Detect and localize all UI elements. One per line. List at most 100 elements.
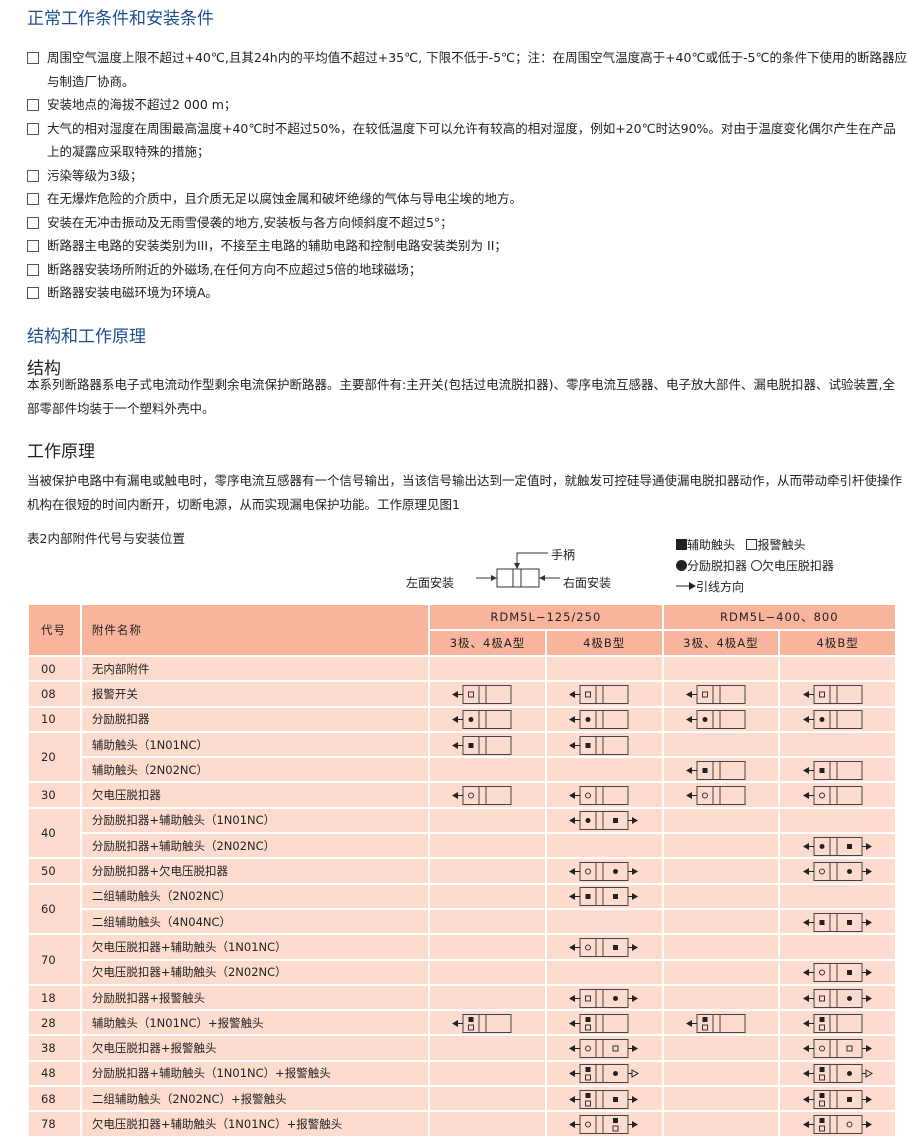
accessory-position-icon bbox=[452, 710, 512, 730]
accessory-position-icon bbox=[802, 912, 872, 932]
section-title-structure-principle: 结构和工作原理 bbox=[27, 327, 146, 347]
position-cell bbox=[428, 756, 547, 784]
position-cell bbox=[778, 882, 897, 910]
position-cell bbox=[544, 806, 664, 835]
installation-diagram: 手柄 左面安装 右面安装 bbox=[400, 543, 630, 595]
legend-undervoltage: 欠电压脱扣器 bbox=[761, 559, 834, 573]
code-cell: 38 bbox=[27, 1034, 82, 1062]
accessory-position-icon bbox=[802, 1064, 873, 1084]
condition-text: 周围空气温度上限不超过+40℃,且其24h内的平均值不超过+35℃, 下限不低于… bbox=[47, 50, 908, 89]
position-cell bbox=[778, 857, 897, 885]
condition-text: 安装地点的海拔不超过2 000 m； bbox=[47, 97, 237, 112]
name-cell: 分励脱扣器+欠电压脱扣器 bbox=[79, 857, 431, 885]
table-row: 分励脱扣器+辅助触头（2N02NC） bbox=[28, 832, 897, 860]
position-cell bbox=[544, 1059, 664, 1088]
position-cell bbox=[661, 933, 781, 961]
position-cell bbox=[778, 680, 897, 708]
filled-circle-icon bbox=[676, 560, 687, 571]
position-cell bbox=[661, 781, 781, 809]
table-row: 70 欠电压脱扣器+辅助触头（1N01NC） bbox=[27, 933, 897, 986]
principle-heading: 工作原理 bbox=[27, 442, 95, 462]
table-caption: 表2内部附件代号与安装位置 bbox=[27, 531, 185, 546]
legend-shunt: 分励脱扣器 bbox=[687, 559, 748, 573]
condition-item: 大气的相对湿度在周围最高温度+40℃时不超过50%，在较低温度下可以允许有较高的… bbox=[27, 117, 907, 164]
position-cell bbox=[661, 907, 781, 936]
checkbox-icon bbox=[27, 99, 39, 111]
accessory-table: 代号 附件名称 RDM5L−125/250 RDM5L−400、800 3极、4… bbox=[27, 603, 898, 1138]
arrow-right-icon bbox=[676, 582, 696, 590]
position-cell bbox=[661, 654, 781, 683]
accessory-position-icon bbox=[569, 988, 639, 1008]
accessory-position-icon bbox=[802, 1013, 863, 1033]
code-cell: 70 bbox=[27, 933, 82, 986]
name-cell: 分励脱扣器+辅助触头（1N01NC） bbox=[79, 806, 431, 835]
table-row: 18 分励脱扣器+报警触头 bbox=[27, 983, 897, 1012]
condition-item: 断路器安装电磁环境为环境A。 bbox=[27, 281, 907, 305]
code-cell: 78 bbox=[27, 1110, 82, 1138]
condition-text: 断路器主电路的安装类别为III，不接至主电路的辅助电路和控制电路安装类别为 II… bbox=[47, 238, 507, 253]
header-group2: RDM5L−400、800 bbox=[661, 603, 898, 631]
table-row: 欠电压脱扣器+辅助触头（2N02NC） bbox=[28, 958, 897, 986]
name-cell: 辅助触头（2N02NC） bbox=[79, 756, 431, 784]
accessory-position-icon bbox=[802, 836, 872, 856]
checkbox-icon bbox=[27, 52, 39, 64]
table-row: 00 无内部附件 bbox=[27, 654, 897, 683]
position-cell bbox=[661, 857, 781, 885]
position-cell bbox=[428, 1009, 547, 1037]
accessory-position-icon bbox=[569, 1039, 639, 1059]
position-cell bbox=[778, 1059, 897, 1088]
position-cell bbox=[661, 1110, 781, 1138]
name-cell: 欠电压脱扣器+辅助触头（1N01NC） bbox=[79, 933, 431, 961]
open-circle-icon bbox=[750, 560, 762, 571]
name-cell: 报警开关 bbox=[79, 680, 431, 708]
header-sub: 4极B型 bbox=[544, 629, 664, 657]
accessory-position-icon bbox=[569, 1013, 629, 1033]
legend: 辅助触头 报警触头 分励脱扣器 欠电压脱扣器 引线方向 bbox=[676, 535, 906, 598]
condition-text: 断路器安装场所附近的外磁场,在任何方向不应超过5倍的地球磁场； bbox=[47, 261, 422, 277]
header-sub: 3极、4极A型 bbox=[661, 629, 781, 657]
accessory-position-icon bbox=[452, 1013, 512, 1033]
position-cell bbox=[428, 654, 547, 683]
accessory-position-icon bbox=[802, 1039, 872, 1059]
structure-heading: 结构 bbox=[27, 359, 61, 379]
position-cell bbox=[428, 1110, 547, 1138]
name-cell: 二组辅助触头（2N02NC） bbox=[79, 882, 431, 910]
name-cell: 二组辅助触头（4N04NC） bbox=[79, 907, 431, 936]
position-cell bbox=[661, 983, 781, 1012]
position-cell bbox=[778, 1085, 897, 1113]
checkbox-icon bbox=[27, 263, 39, 276]
header-sub: 3极、4极A型 bbox=[428, 629, 547, 657]
accessory-position-icon bbox=[569, 887, 639, 907]
accessory-position-icon bbox=[569, 1114, 639, 1134]
checkbox-icon bbox=[27, 287, 39, 299]
position-cell bbox=[661, 1009, 781, 1037]
checkbox-icon bbox=[27, 240, 39, 252]
position-cell bbox=[778, 806, 897, 835]
accessory-position-icon bbox=[569, 710, 629, 730]
position-cell bbox=[544, 907, 664, 936]
table-row: 68 二组辅助触头（2N02NC）+报警触头 bbox=[27, 1085, 897, 1113]
position-cell bbox=[778, 705, 897, 733]
accessory-position-icon bbox=[569, 1064, 640, 1084]
table-row: 60 二组辅助触头（2N02NC） bbox=[27, 882, 897, 936]
position-cell bbox=[661, 705, 781, 733]
name-cell: 辅助触头（1N01NC）+报警触头 bbox=[79, 1009, 431, 1037]
accessory-position-icon bbox=[685, 760, 746, 780]
accessory-position-icon bbox=[802, 786, 863, 806]
position-cell bbox=[661, 832, 781, 860]
position-cell bbox=[428, 907, 547, 936]
name-cell: 分励脱扣器+辅助触头（2N02NC） bbox=[79, 832, 431, 860]
position-cell bbox=[778, 958, 897, 986]
left-install-label: 左面安装 bbox=[406, 576, 455, 590]
position-cell bbox=[544, 781, 664, 809]
position-cell bbox=[778, 983, 897, 1012]
table-row: 10 分励脱扣器 bbox=[27, 705, 897, 733]
position-cell bbox=[428, 882, 547, 910]
accessory-position-icon bbox=[452, 684, 512, 704]
condition-item: 污染等级为3级； bbox=[27, 164, 907, 188]
legend-alarm: 报警触头 bbox=[757, 538, 806, 552]
principle-text: 当被保护电路中有漏电或触电时，零序电流互感器有一个信号输出，当该信号输出达到一定… bbox=[27, 473, 903, 512]
position-cell bbox=[544, 730, 664, 759]
condition-item: 断路器主电路的安装类别为III，不接至主电路的辅助电路和控制电路安装类别为 II… bbox=[27, 234, 907, 258]
position-cell bbox=[428, 958, 547, 986]
